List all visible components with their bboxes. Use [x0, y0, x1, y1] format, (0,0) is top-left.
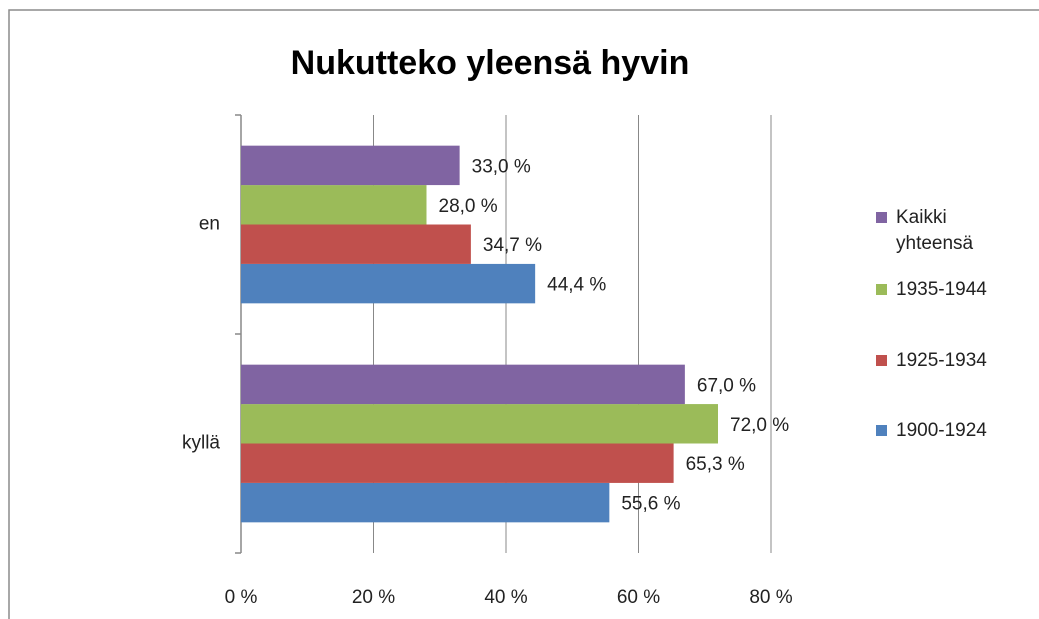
value-label: 67,0 % [697, 375, 756, 396]
legend-label: Kaikki yhteensä [896, 207, 974, 254]
bar [241, 482, 610, 523]
chart-title: Nukutteko yleensä hyvin [291, 44, 690, 82]
value-label: 33,0 % [472, 156, 531, 177]
x-tick-label: 0 % [225, 587, 258, 608]
value-label: 44,4 % [547, 275, 606, 296]
legend-swatch [876, 212, 887, 223]
x-tick-label: 20 % [352, 587, 395, 608]
y-tick-label: en [199, 214, 220, 235]
value-label: 28,0 % [439, 196, 498, 217]
legend-label: 1925-1934 [896, 350, 987, 371]
bar [241, 224, 471, 264]
x-tick-label: 80 % [749, 587, 792, 608]
value-label: 72,0 % [730, 415, 789, 436]
legend-swatch [876, 425, 887, 436]
x-tick-label: 60 % [617, 587, 660, 608]
legend-label: 1900-1924 [896, 420, 987, 441]
legend-swatch [876, 355, 887, 366]
value-label: 65,3 % [686, 454, 745, 475]
bar [241, 145, 460, 186]
value-label: 34,7 % [483, 235, 542, 256]
bar [241, 443, 674, 483]
legend-label: 1935-1944 [896, 279, 987, 300]
bar [241, 185, 427, 225]
bar [241, 364, 685, 405]
x-tick-label: 40 % [484, 587, 527, 608]
bar [241, 263, 536, 304]
value-label: 55,6 % [621, 494, 680, 515]
bar [241, 404, 718, 444]
y-tick-label: kyllä [182, 433, 220, 454]
legend-swatch [876, 284, 887, 295]
chart-frame [8, 9, 1039, 619]
